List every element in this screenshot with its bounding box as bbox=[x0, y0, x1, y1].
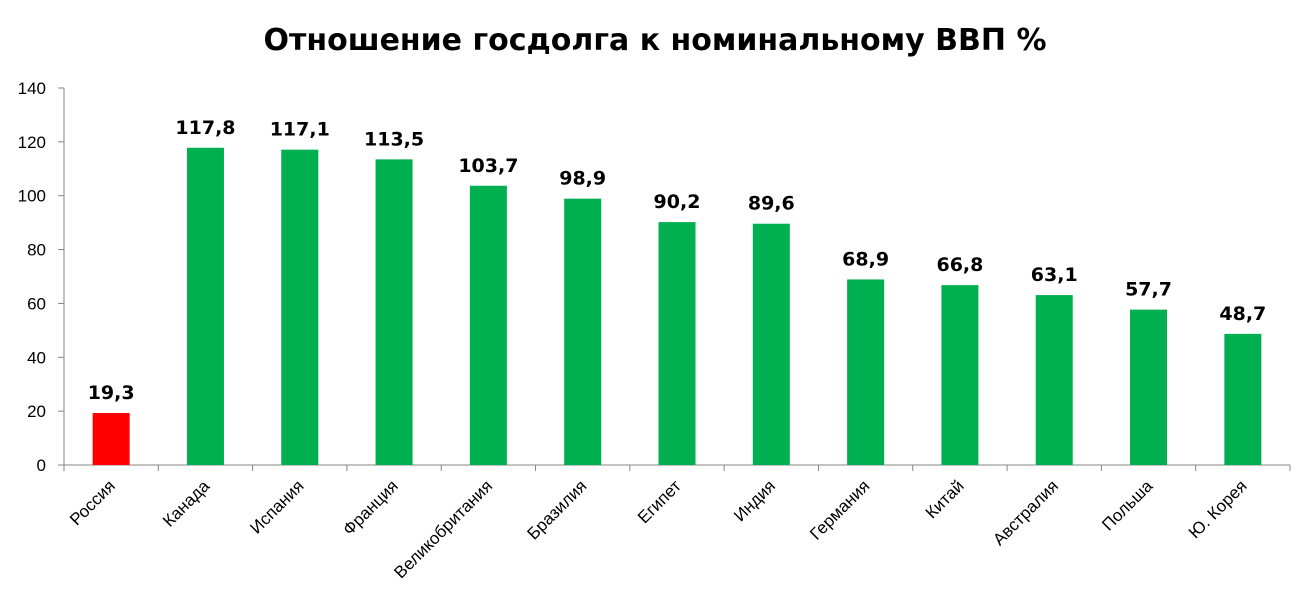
category-label: Ю. Корея bbox=[1185, 476, 1251, 542]
bar bbox=[469, 185, 507, 465]
data-label: 89,6 bbox=[748, 193, 795, 215]
data-label: 117,1 bbox=[270, 119, 330, 141]
y-tick-label: 100 bbox=[18, 187, 46, 206]
y-tick-label: 20 bbox=[27, 402, 46, 421]
data-label: 63,1 bbox=[1031, 264, 1078, 286]
y-tick-label: 40 bbox=[27, 348, 46, 367]
data-label: 19,3 bbox=[88, 382, 135, 404]
data-label: 68,9 bbox=[842, 248, 889, 270]
data-label: 90,2 bbox=[654, 191, 701, 213]
bar bbox=[375, 159, 413, 465]
y-tick-label: 140 bbox=[18, 79, 46, 98]
category-label: Канада bbox=[159, 476, 214, 531]
data-label: 98,9 bbox=[559, 168, 606, 190]
y-tick-label: 80 bbox=[27, 241, 46, 260]
bar bbox=[658, 222, 696, 465]
bars-group bbox=[92, 147, 1262, 465]
data-labels-group: 19,3 117,8 117,1 113,5 103,7 98,9 90,2 89,6 68,9… bbox=[88, 117, 1267, 404]
category-label: Польша bbox=[1098, 476, 1156, 534]
bar bbox=[1035, 295, 1073, 465]
x-axis bbox=[63, 464, 1291, 471]
bar bbox=[1224, 333, 1262, 465]
category-label: Франция bbox=[339, 476, 402, 539]
category-label: Великобритания bbox=[390, 476, 496, 582]
category-label: Египет bbox=[634, 476, 685, 527]
category-label: Индия bbox=[730, 476, 779, 525]
bar bbox=[564, 198, 602, 465]
category-label: Бразилия bbox=[523, 476, 590, 543]
category-label: Австралия bbox=[989, 476, 1062, 549]
category-label: Испания bbox=[246, 476, 307, 537]
data-label: 113,5 bbox=[364, 128, 424, 150]
bar bbox=[281, 149, 319, 465]
category-labels-group: Россия Канада Испания ФранцияВеликобритания… bbox=[66, 476, 1251, 582]
y-tick-label: 120 bbox=[18, 133, 46, 152]
bar bbox=[92, 413, 130, 465]
bar bbox=[1130, 309, 1168, 465]
data-label: 103,7 bbox=[458, 155, 518, 177]
bar bbox=[752, 223, 790, 465]
y-tick-label: 60 bbox=[27, 294, 46, 313]
bar bbox=[186, 147, 224, 465]
chart-title: Отношение госдолга к номинальному ВВП % bbox=[263, 23, 1046, 58]
data-label: 48,7 bbox=[1219, 303, 1266, 325]
y-axis: 0 20 40 60 80 100 120 140 bbox=[18, 79, 65, 475]
category-label: Россия bbox=[66, 476, 119, 529]
category-label: Китай bbox=[922, 476, 968, 522]
data-label: 117,8 bbox=[175, 117, 235, 139]
category-label: Германия bbox=[806, 476, 873, 543]
bar bbox=[847, 279, 885, 465]
bar bbox=[941, 285, 979, 465]
data-label: 57,7 bbox=[1125, 279, 1172, 301]
y-tick-label: 0 bbox=[37, 456, 46, 475]
data-label: 66,8 bbox=[936, 254, 983, 276]
